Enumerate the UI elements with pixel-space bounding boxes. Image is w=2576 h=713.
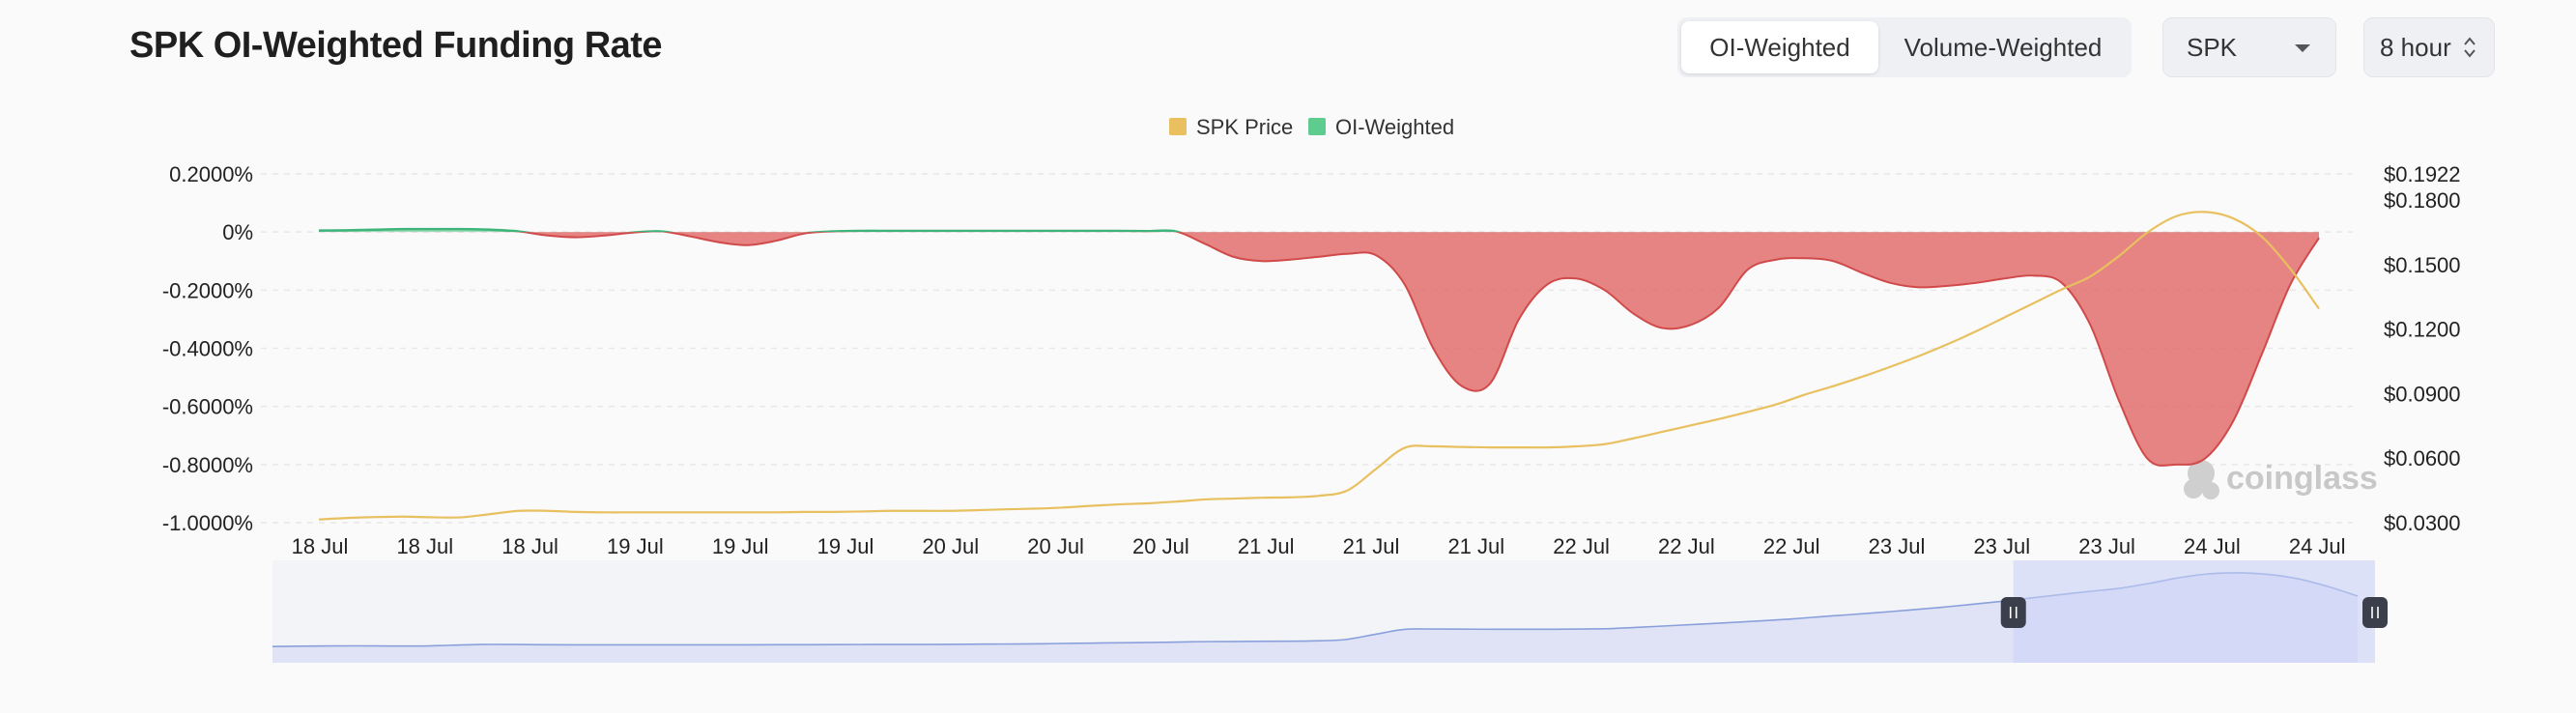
navigator-right-handle[interactable] — [2362, 597, 2388, 628]
chart-gridlines — [261, 173, 2353, 524]
plot-area — [318, 211, 2320, 521]
legend-swatch-oi-weighted — [1308, 118, 1326, 135]
right-tick-label: $0.1800 — [2384, 188, 2461, 213]
left-tick-label: -0.8000% — [162, 453, 253, 477]
left-tick-label: -0.2000% — [162, 278, 253, 302]
x-tick-label: 22 Jul — [1763, 534, 1820, 558]
x-tick-label: 21 Jul — [1447, 534, 1504, 558]
page-title: SPK OI-Weighted Funding Rate — [129, 25, 663, 66]
right-tick-label: $0.0300 — [2384, 511, 2461, 535]
x-axis: 18 Jul 18 Jul 18 Jul 19 Jul 19 Jul 19 Jul 20 J… — [292, 534, 2346, 558]
right-tick-label: $0.1200 — [2384, 318, 2461, 342]
left-tick-label: -1.0000% — [162, 511, 253, 535]
coinglass-logo-icon — [2184, 460, 2219, 499]
x-tick-label: 20 Jul — [922, 534, 979, 558]
coin-select[interactable]: SPK — [2162, 17, 2336, 77]
right-tick-label: $0.0900 — [2384, 382, 2461, 406]
x-tick-label: 21 Jul — [1343, 534, 1400, 558]
watermark-text: coinglass — [2226, 460, 2378, 497]
x-tick-label: 19 Jul — [607, 534, 664, 558]
watermark: coinglass — [2184, 460, 2378, 499]
x-tick-label: 19 Jul — [712, 534, 769, 558]
x-tick-label: 18 Jul — [292, 534, 349, 558]
left-axis: 0.2000% 0% -0.2000% -0.4000% -0.6000% -0.8000… — [162, 162, 253, 535]
right-tick-label: $0.1500 — [2384, 253, 2461, 277]
interval-select-value: 8 hour — [2380, 33, 2451, 62]
x-tick-label: 20 Jul — [1027, 534, 1084, 558]
x-tick-label: 22 Jul — [1553, 534, 1610, 558]
legend-label-spk-price: SPK Price — [1196, 115, 1293, 139]
x-tick-label: 18 Jul — [396, 534, 453, 558]
left-tick-label: -0.4000% — [162, 337, 253, 361]
x-tick-label: 23 Jul — [1869, 534, 1926, 558]
positive-line — [318, 227, 1183, 233]
navigator-selection[interactable] — [2013, 560, 2375, 663]
series-spk-price-line — [318, 211, 2320, 521]
legend-label-oi-weighted: OI-Weighted — [1335, 115, 1454, 139]
legend-item-spk-price[interactable]: SPK Price — [1169, 115, 1293, 139]
x-tick-label: 23 Jul — [2078, 534, 2135, 558]
right-tick-label: $0.0600 — [2384, 446, 2461, 471]
navigator-area — [272, 572, 2358, 663]
tab-volume-weighted[interactable]: Volume-Weighted — [1903, 33, 2103, 62]
negative-area — [319, 232, 2319, 466]
x-tick-label: 22 Jul — [1658, 534, 1715, 558]
weighting-toggle: OI-Weighted Volume-Weighted — [1677, 17, 2132, 77]
range-navigator[interactable] — [272, 560, 2388, 663]
x-tick-label: 18 Jul — [501, 534, 558, 558]
x-tick-label: 21 Jul — [1238, 534, 1295, 558]
left-tick-label: -0.6000% — [162, 395, 253, 419]
x-tick-label: 20 Jul — [1132, 534, 1189, 558]
x-tick-label: 19 Jul — [817, 534, 874, 558]
right-tick-label: $0.1922 — [2384, 162, 2461, 186]
up-down-chevron-icon — [2464, 37, 2476, 58]
navigator-left-handle[interactable] — [2000, 597, 2026, 628]
x-tick-label: 23 Jul — [1973, 534, 2030, 558]
tab-oi-weighted[interactable]: OI-Weighted — [1681, 21, 1878, 73]
left-tick-label: 0.2000% — [169, 162, 253, 186]
chart-legend: SPK Price OI-Weighted — [1169, 115, 1454, 139]
legend-swatch-spk-price — [1169, 118, 1187, 135]
series-oi-weighted — [318, 227, 2320, 467]
coin-select-value: SPK — [2187, 33, 2238, 62]
interval-select[interactable]: 8 hour — [2363, 17, 2495, 77]
left-tick-label: 0% — [222, 220, 253, 244]
chevron-down-icon — [2295, 44, 2310, 52]
right-axis: $0.1922$0.1800 $0.1500 $0.1200 $0.0900 $0.06… — [2384, 162, 2461, 535]
legend-item-oi-weighted[interactable]: OI-Weighted — [1308, 115, 1454, 139]
x-tick-label: 24 Jul — [2289, 534, 2346, 558]
negative-line — [514, 232, 2320, 467]
x-tick-label: 24 Jul — [2184, 534, 2241, 558]
